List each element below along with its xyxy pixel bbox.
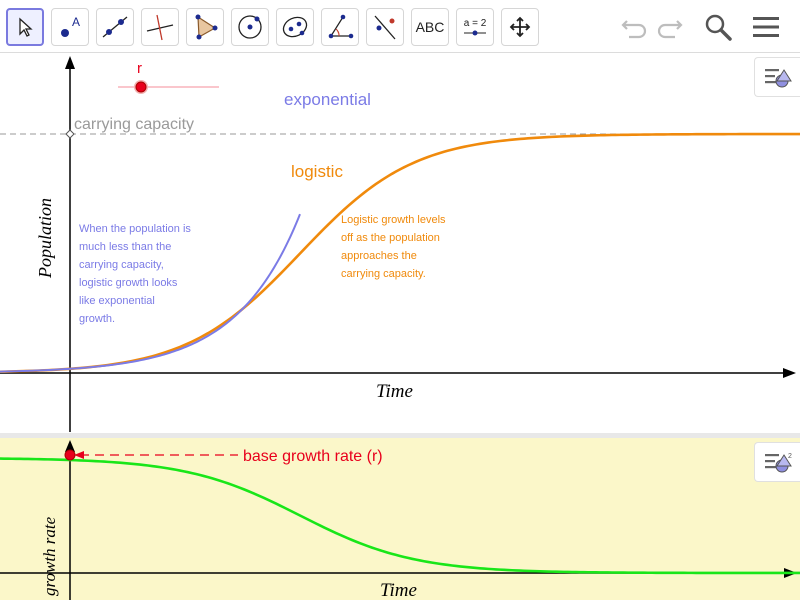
exponential-label: exponential xyxy=(284,90,371,109)
ellipse-tool-button[interactable] xyxy=(276,8,314,46)
undo-button[interactable] xyxy=(616,10,652,44)
growth-rate-curve[interactable] xyxy=(0,457,800,575)
population-graph: r exponential carrying capacity logistic… xyxy=(0,56,800,432)
graphics2-style-bar-toggle[interactable]: 2 xyxy=(754,442,800,482)
graphics-view-growth-rate[interactable]: base growth rate (r) growth rate Time 2 xyxy=(0,438,800,600)
circle-icon xyxy=(238,15,262,39)
svg-text:2: 2 xyxy=(788,453,792,460)
point-icon: A xyxy=(61,15,80,37)
r-slider-label: r xyxy=(137,60,142,77)
base-growth-rate-point[interactable] xyxy=(64,449,76,461)
search-icon xyxy=(705,14,732,41)
logistic-note-line: carrying capacity. xyxy=(341,268,426,280)
angle-tool-button[interactable] xyxy=(321,8,359,46)
toolbar: A xyxy=(0,0,800,53)
line-tool-button[interactable] xyxy=(96,8,134,46)
text-tool-button[interactable]: ABC xyxy=(411,8,449,46)
slider-tool-button[interactable]: a = 2 xyxy=(456,8,494,46)
move-arrows-icon xyxy=(509,16,531,38)
svg-text:A: A xyxy=(72,15,80,29)
reflect-icon xyxy=(374,15,396,40)
text-tool-label: ABC xyxy=(415,19,445,35)
ellipse-icon xyxy=(282,16,308,38)
polygon-tool-button[interactable] xyxy=(186,8,224,46)
arrow-cursor-icon xyxy=(19,17,33,37)
style-bar-icon xyxy=(764,69,792,88)
view-divider[interactable] xyxy=(0,433,800,438)
graphics-view-population[interactable]: r exponential carrying capacity logistic… xyxy=(0,53,800,433)
x-axis-label: Time xyxy=(376,381,413,402)
perpendicular-line-tool-button[interactable] xyxy=(141,8,179,46)
circle-tool-button[interactable] xyxy=(231,8,269,46)
logistic-note: Logistic growth levels off as the popula… xyxy=(341,214,446,280)
exponential-note-line: growth. xyxy=(79,313,115,325)
y-axis-arrow xyxy=(65,440,75,452)
exponential-note-line: carrying capacity, xyxy=(79,259,164,271)
logistic-note-line: Logistic growth levels xyxy=(341,214,446,226)
exponential-curve[interactable] xyxy=(0,213,301,373)
logistic-label: logistic xyxy=(291,162,343,181)
perpendicular-icon xyxy=(146,14,174,41)
menu-icon xyxy=(753,17,779,37)
x-axis-arrow xyxy=(783,368,796,378)
x-axis-label: Time xyxy=(380,580,417,600)
style-bar-icon: 2 xyxy=(764,453,792,473)
menu-button[interactable] xyxy=(748,10,784,44)
slider-icon xyxy=(464,30,486,35)
redo-icon xyxy=(657,20,683,39)
r-slider-handle[interactable] xyxy=(135,81,147,93)
logistic-note-line: off as the population xyxy=(341,232,440,244)
logistic-note-line: approaches the xyxy=(341,250,417,262)
redo-button[interactable] xyxy=(652,10,688,44)
y-axis-label: Population xyxy=(35,198,55,279)
base-growth-rate-label: base growth rate (r) xyxy=(243,448,383,465)
growth-rate-graph: base growth rate (r) growth rate Time xyxy=(0,440,800,600)
polygon-icon xyxy=(195,14,218,40)
move-graphics-tool-button[interactable] xyxy=(501,8,539,46)
graphics-style-bar-toggle[interactable] xyxy=(754,57,800,97)
reflect-tool-button[interactable] xyxy=(366,8,404,46)
exponential-note-line: logistic growth looks xyxy=(79,277,178,289)
carrying-capacity-label: carrying capacity xyxy=(74,116,194,133)
line-icon xyxy=(102,16,128,38)
undo-icon xyxy=(621,20,647,39)
exponential-note-line: When the population is xyxy=(79,223,191,235)
slider-tool-label: a = 2 xyxy=(463,17,487,29)
point-tool-button[interactable]: A xyxy=(51,8,89,46)
search-button[interactable] xyxy=(700,10,736,44)
move-tool-button[interactable] xyxy=(6,8,44,46)
exponential-note-line: like exponential xyxy=(79,295,155,307)
exponential-note: When the population is much less than th… xyxy=(79,223,191,325)
capacity-point[interactable] xyxy=(65,129,75,139)
angle-icon xyxy=(328,14,354,39)
pointer-arrow xyxy=(74,451,84,459)
exponential-note-line: much less than the xyxy=(79,241,171,253)
y-axis-label: growth rate xyxy=(40,516,59,596)
y-axis-arrow xyxy=(65,56,75,69)
